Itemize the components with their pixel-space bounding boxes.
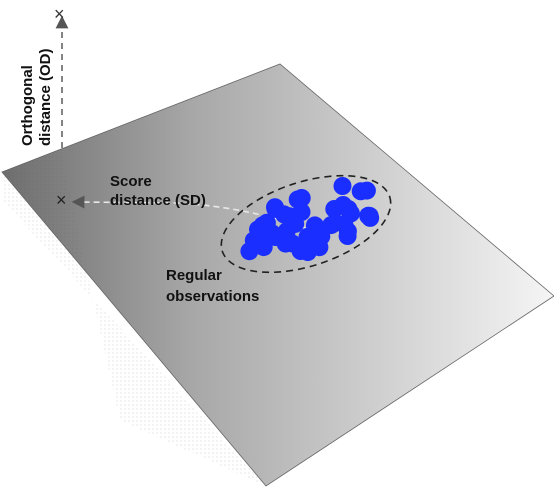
observation-point bbox=[286, 214, 305, 233]
observation-point bbox=[288, 190, 307, 209]
reg-label-line2: observations bbox=[166, 288, 259, 305]
observation-point bbox=[283, 234, 302, 253]
regular-observations-label: Regular observations bbox=[166, 267, 259, 305]
sd-label-line2: distance (SD) bbox=[110, 192, 206, 209]
observation-point bbox=[254, 233, 273, 252]
score-distance-label: Score distance (SD) bbox=[110, 173, 206, 209]
observation-point bbox=[266, 198, 284, 217]
orthogonal-distance-label: Orthogonal distance (OD) bbox=[19, 48, 54, 146]
outlier-projected-marker: × bbox=[56, 190, 67, 210]
od-label-line1: Orthogonal bbox=[19, 65, 36, 146]
projection-plane bbox=[1, 63, 554, 487]
sd-label-line1: Score bbox=[110, 173, 152, 190]
observation-point bbox=[333, 177, 352, 195]
observation-point bbox=[351, 182, 370, 201]
cluster-ellipse bbox=[220, 174, 392, 274]
observation-point bbox=[312, 227, 331, 246]
regular-observations-cluster bbox=[240, 177, 380, 262]
observation-point bbox=[338, 222, 357, 241]
observation-point bbox=[298, 243, 317, 262]
observation-point bbox=[361, 208, 380, 227]
reg-label-line1: Regular bbox=[166, 267, 222, 284]
observation-point bbox=[339, 200, 358, 218]
observation-point bbox=[240, 242, 259, 261]
observation-point bbox=[253, 216, 272, 235]
od-label-line2: distance (OD) bbox=[37, 48, 54, 146]
outlier-top-marker: × bbox=[54, 4, 65, 24]
